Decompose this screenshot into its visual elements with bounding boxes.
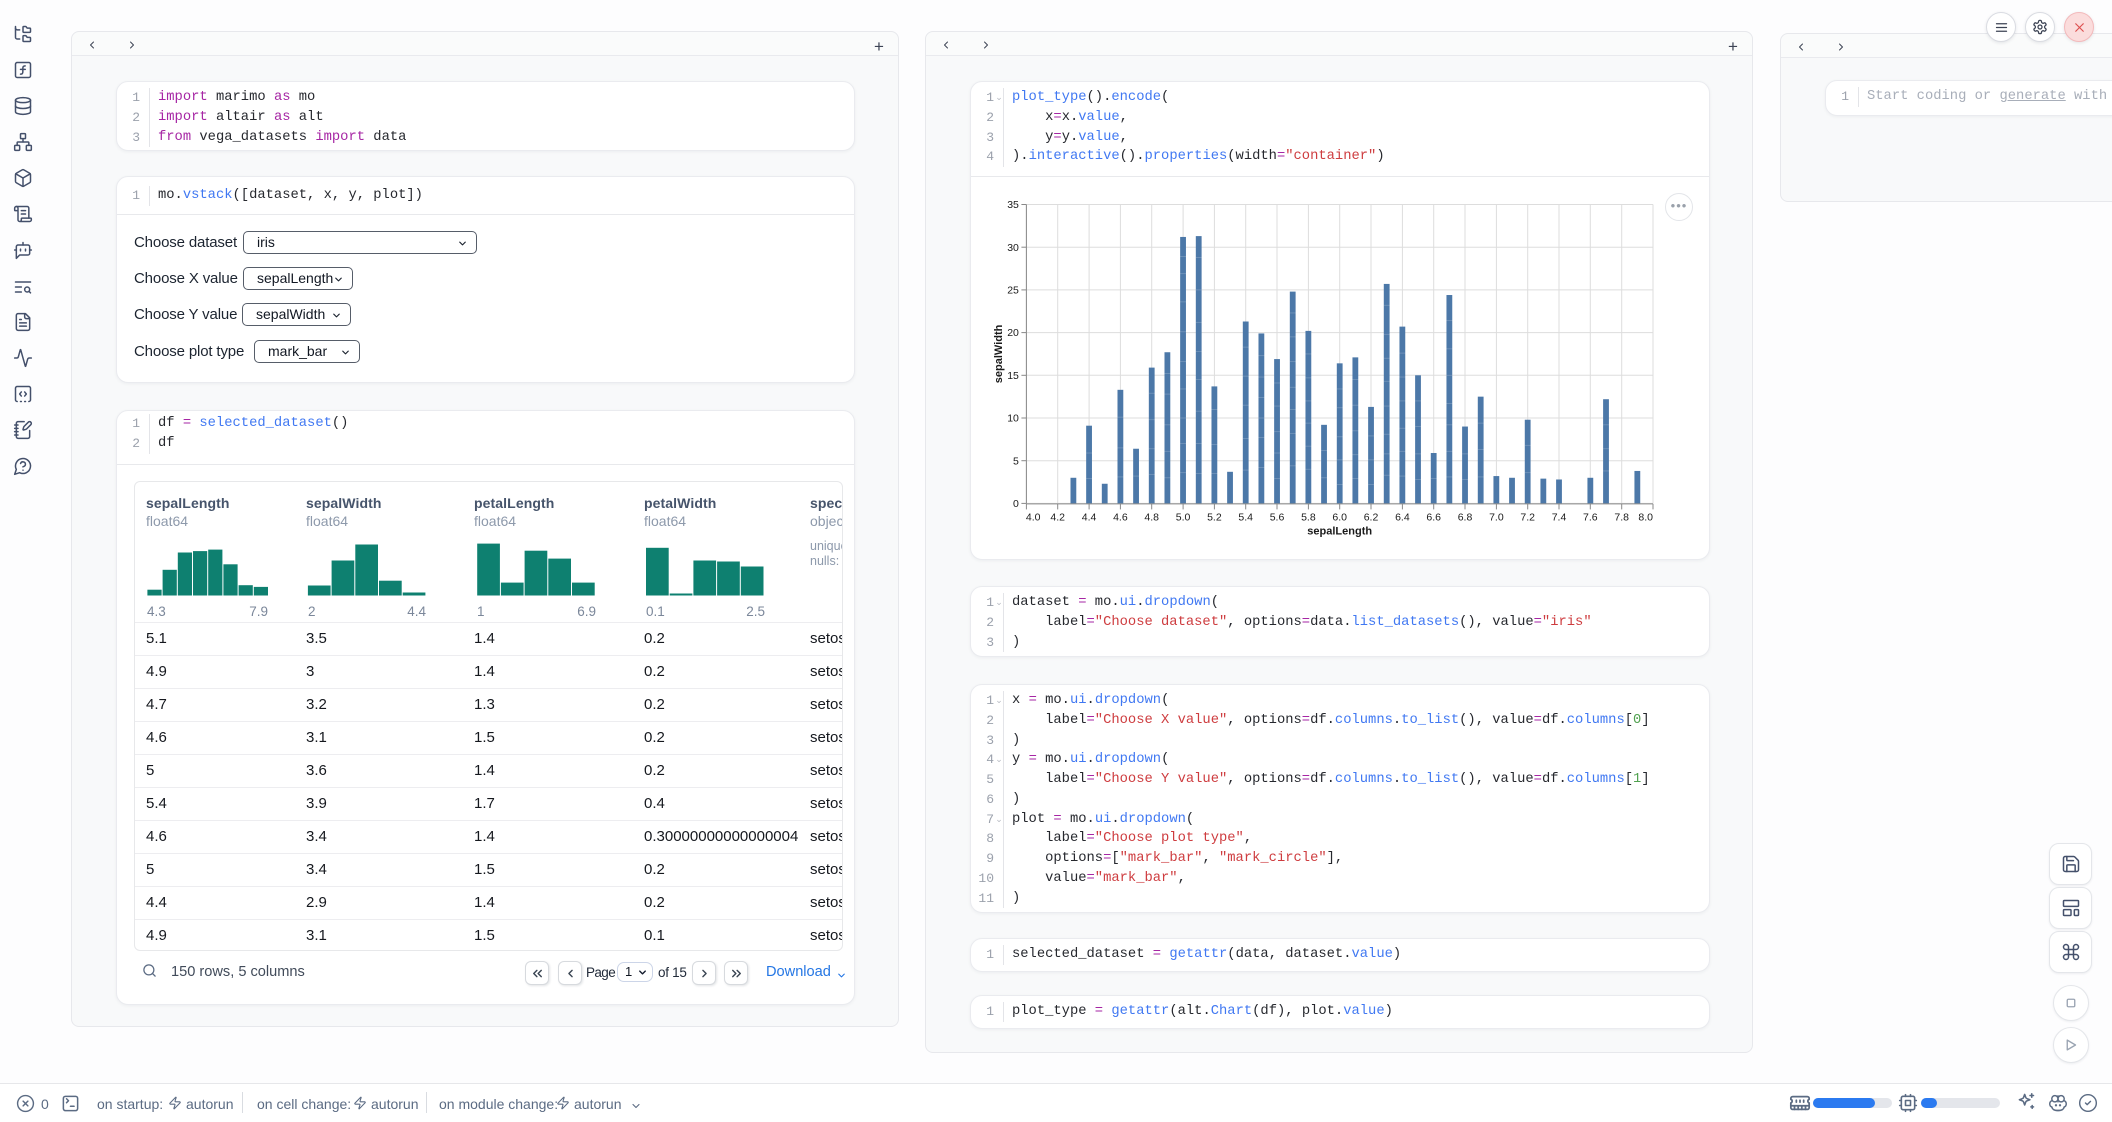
svg-text:4.0: 4.0 xyxy=(1026,512,1041,524)
svg-text:8.0: 8.0 xyxy=(1638,512,1653,524)
svg-text:4.4: 4.4 xyxy=(1082,512,1097,524)
svg-text:6.6: 6.6 xyxy=(1426,512,1441,524)
svg-text:5.4: 5.4 xyxy=(1238,512,1253,524)
svg-text:6.0: 6.0 xyxy=(1332,512,1347,524)
svg-text:5: 5 xyxy=(1013,455,1019,467)
svg-text:7.6: 7.6 xyxy=(1583,512,1598,524)
svg-text:30: 30 xyxy=(1007,242,1019,254)
svg-text:4.8: 4.8 xyxy=(1144,512,1159,524)
svg-text:20: 20 xyxy=(1007,327,1019,339)
svg-text:7.2: 7.2 xyxy=(1520,512,1535,524)
svg-text:6.2: 6.2 xyxy=(1364,512,1379,524)
svg-text:5.6: 5.6 xyxy=(1270,512,1285,524)
svg-text:35: 35 xyxy=(1007,199,1019,211)
svg-text:5.8: 5.8 xyxy=(1301,512,1316,524)
svg-text:5.0: 5.0 xyxy=(1176,512,1191,524)
svg-text:4.2: 4.2 xyxy=(1050,512,1065,524)
svg-text:15: 15 xyxy=(1007,370,1019,382)
svg-text:0: 0 xyxy=(1013,498,1019,510)
svg-text:7.8: 7.8 xyxy=(1614,512,1629,524)
svg-text:sepalLength: sepalLength xyxy=(1307,525,1372,537)
svg-text:6.4: 6.4 xyxy=(1395,512,1410,524)
svg-text:sepalWidth: sepalWidth xyxy=(993,324,1005,383)
svg-text:4.6: 4.6 xyxy=(1113,512,1128,524)
svg-text:10: 10 xyxy=(1007,413,1019,425)
svg-text:25: 25 xyxy=(1007,285,1019,297)
svg-text:7.4: 7.4 xyxy=(1552,512,1567,524)
svg-text:6.8: 6.8 xyxy=(1458,512,1473,524)
svg-text:7.0: 7.0 xyxy=(1489,512,1504,524)
svg-text:5.2: 5.2 xyxy=(1207,512,1222,524)
